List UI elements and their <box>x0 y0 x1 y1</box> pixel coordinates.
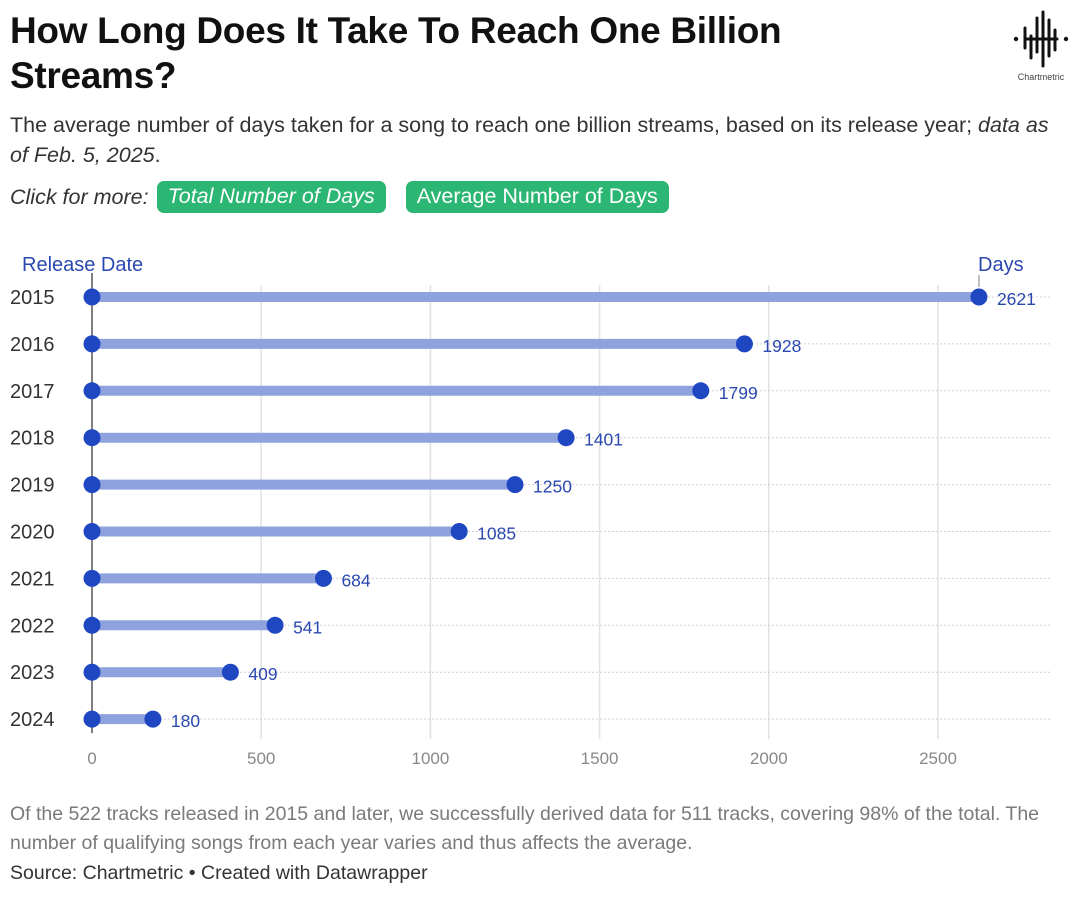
y-tick-label: 2017 <box>10 381 55 403</box>
y-tick-label: 2022 <box>10 615 55 637</box>
end-dot <box>144 710 162 728</box>
click-for-more-label: Click for more: <box>10 184 149 209</box>
x-tick-label: 500 <box>247 749 275 768</box>
y-tick-label: 2020 <box>10 522 55 544</box>
chart-title: How Long Does It Take To Reach One Billi… <box>10 10 782 96</box>
value-label: 180 <box>171 711 200 731</box>
row-guides <box>92 296 1052 720</box>
start-dot <box>83 616 101 634</box>
start-dot <box>83 429 101 447</box>
end-dot <box>970 288 988 306</box>
click-for-more-row: Click for more: Total Number of Days Ave… <box>10 180 689 214</box>
value-label: 1928 <box>762 336 801 356</box>
start-dot <box>83 288 101 306</box>
value-label: 1085 <box>477 524 516 544</box>
value-label: 684 <box>341 570 370 590</box>
chartmetric-logo: Chartmetric <box>1006 8 1076 88</box>
y-tick-label: 2024 <box>10 709 55 731</box>
y-tick-label: 2018 <box>10 428 55 450</box>
end-dot <box>692 382 710 400</box>
subtitle-end: . <box>154 143 161 167</box>
y-tick-label: 2019 <box>10 475 55 497</box>
value-label: 409 <box>248 664 277 684</box>
end-dot <box>557 429 575 447</box>
y-tick-label: 2021 <box>10 568 55 590</box>
total-days-button[interactable]: Total Number of Days <box>156 181 386 213</box>
chart-subtitle: The average number of days taken for a s… <box>10 110 1070 170</box>
end-dot <box>450 523 468 540</box>
value-label: 1250 <box>533 477 572 497</box>
labels: 2015 2016 2017 2018 2019 2020 2021 2022 2023 2024… <box>10 287 1036 731</box>
x-tick-label: 0 <box>87 749 96 768</box>
start-dot <box>83 710 101 728</box>
end-dot <box>506 476 524 494</box>
value-axis-title: Days <box>978 254 1024 276</box>
value-label: 541 <box>293 617 322 637</box>
y-tick-label: 2023 <box>10 662 55 684</box>
start-dot <box>83 382 101 400</box>
end-dot <box>314 569 332 587</box>
subtitle-date: data as of Feb. 5, 2025 <box>10 113 1049 167</box>
value-label: 2621 <box>997 289 1036 309</box>
x-tick-label: 2500 <box>919 749 957 768</box>
lollipop-chart: 0 500 1000 1500 2000 2500 2015201620172018201… <box>10 254 1052 768</box>
y-axis-title: Release Date <box>22 254 143 276</box>
end-dot <box>221 663 239 681</box>
x-tick-label: 1500 <box>581 749 619 768</box>
start-dot <box>83 569 101 587</box>
bars <box>92 292 979 725</box>
x-tick-label: 2000 <box>750 749 788 768</box>
end-dot <box>735 335 753 353</box>
y-tick-label: 2016 <box>10 334 55 356</box>
start-dot <box>83 523 101 540</box>
gridlines: 0 500 1000 1500 2000 2500 <box>87 285 957 768</box>
end-dot <box>266 616 284 634</box>
chart-source: Source: Chartmetric • Created with Dataw… <box>10 862 428 884</box>
dots <box>83 288 988 728</box>
x-tick-label: 1000 <box>411 749 449 768</box>
start-dot <box>83 476 101 494</box>
average-days-button[interactable]: Average Number of Days <box>405 181 669 213</box>
subtitle-main: The average number of days taken for a s… <box>10 113 979 137</box>
value-label: 1401 <box>584 430 623 450</box>
start-dot <box>83 663 101 681</box>
y-tick-label: 2015 <box>10 287 55 309</box>
chart-notes: Of the 522 tracks released in 2015 and l… <box>10 803 1040 854</box>
logo-text: Chartmetric <box>1017 72 1065 82</box>
value-label: 1799 <box>719 383 758 403</box>
chartmetric-waveform-icon <box>1013 10 1069 68</box>
start-dot <box>83 335 101 353</box>
